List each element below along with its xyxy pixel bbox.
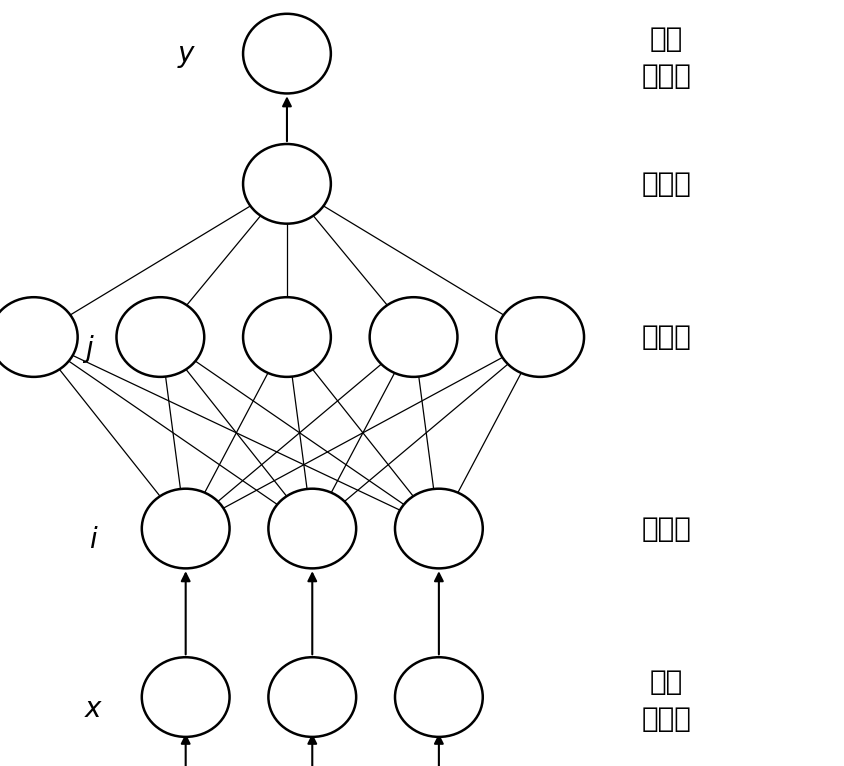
- Circle shape: [142, 489, 230, 568]
- Circle shape: [370, 297, 457, 377]
- Circle shape: [395, 489, 483, 568]
- Circle shape: [395, 657, 483, 737]
- Circle shape: [268, 657, 356, 737]
- Circle shape: [0, 297, 78, 377]
- Circle shape: [243, 14, 331, 93]
- Circle shape: [142, 657, 230, 737]
- Text: 输出
转换层: 输出 转换层: [641, 25, 691, 90]
- Text: 输入
转换层: 输入 转换层: [641, 669, 691, 733]
- Circle shape: [243, 297, 331, 377]
- Text: 输入层: 输入层: [641, 515, 691, 542]
- Circle shape: [496, 297, 584, 377]
- Text: x: x: [84, 695, 101, 722]
- Circle shape: [116, 297, 204, 377]
- Circle shape: [243, 144, 331, 224]
- Text: 输出层: 输出层: [641, 170, 691, 198]
- Text: i: i: [89, 526, 97, 554]
- Text: y: y: [177, 40, 194, 67]
- Circle shape: [268, 489, 356, 568]
- Text: j: j: [84, 335, 93, 362]
- Text: 隐含层: 隐含层: [641, 323, 691, 351]
